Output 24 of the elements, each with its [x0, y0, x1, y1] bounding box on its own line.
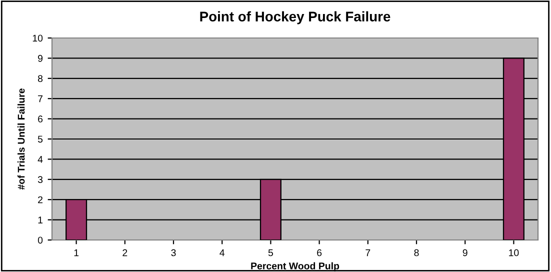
- x-axis-title: Percent Wood Pulp: [251, 262, 340, 272]
- y-tick-label: 9: [38, 54, 43, 62]
- y-tick-label: 10: [32, 34, 43, 42]
- x-tick-label: 6: [317, 249, 322, 256]
- y-tick-label: 3: [38, 176, 43, 184]
- y-tick-label: 1: [38, 216, 42, 224]
- x-tick-label: 5: [268, 249, 273, 256]
- y-tick-label: 8: [38, 75, 43, 82]
- y-tick-label: 4: [38, 156, 43, 163]
- y-tick-label: 7: [38, 95, 42, 102]
- x-tick-label: 9: [462, 249, 468, 256]
- x-tick-label: 8: [414, 249, 419, 256]
- x-tick-label: 3: [171, 249, 176, 256]
- x-tick-label: 10: [509, 249, 519, 256]
- x-tick-label: 4: [220, 249, 225, 256]
- chart-title: Point of Hockey Puck Failure: [200, 11, 390, 24]
- y-tick-label: 2: [38, 196, 42, 204]
- x-tick-label: 1: [74, 249, 79, 256]
- y-tick-label: 6: [38, 116, 43, 122]
- y-tick-label: 5: [38, 136, 43, 143]
- x-tick-label: 2: [122, 249, 128, 256]
- y-axis-title: #of Trials Until Failure: [18, 88, 25, 190]
- x-tick-label: 7: [366, 249, 370, 256]
- y-tick-label: 0: [38, 236, 43, 244]
